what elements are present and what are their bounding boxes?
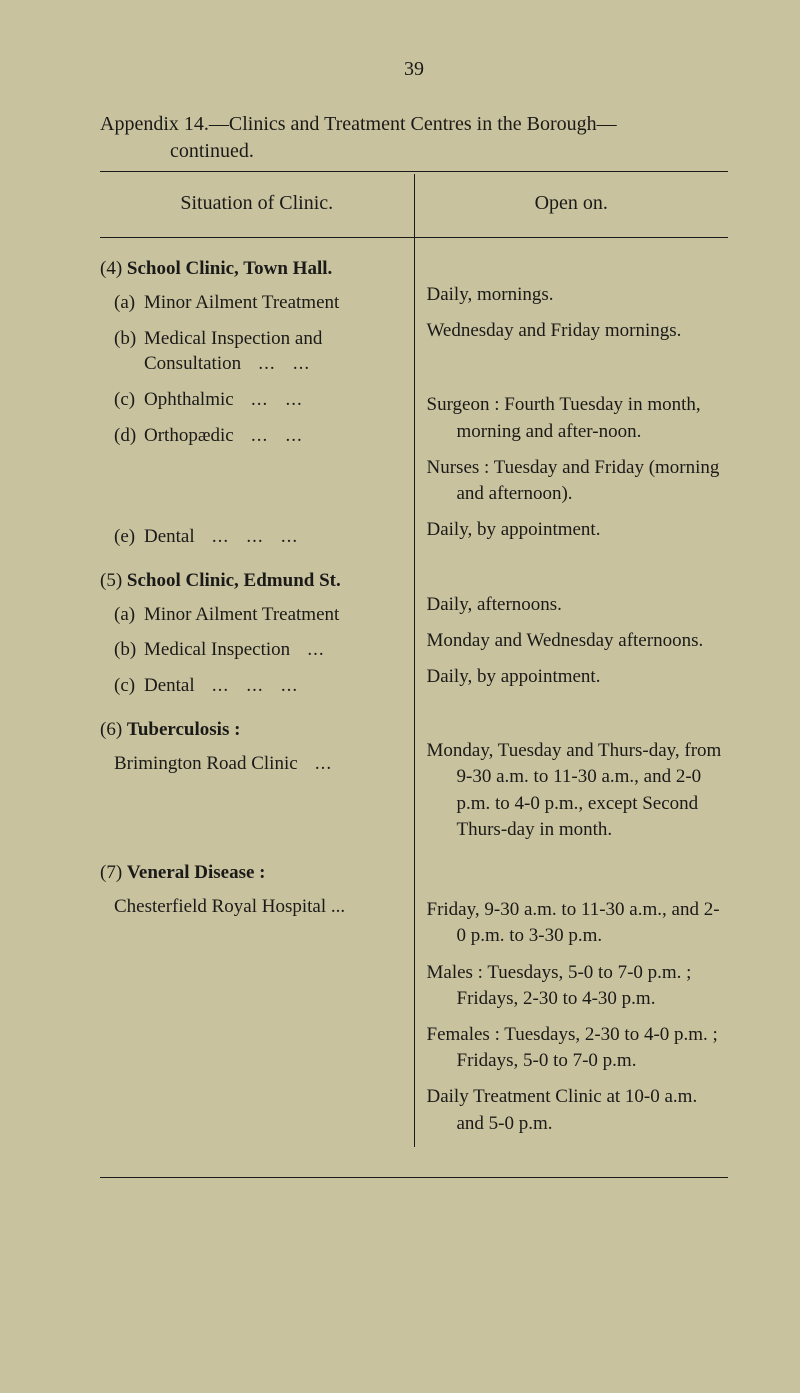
section-6-num: (6) [100,719,122,740]
text: Chesterfield Royal Hospital ... [114,894,408,920]
right-4e: Daily, by appointment. [427,517,729,543]
text: Dental [144,524,408,550]
title-continued: continued. [100,138,728,165]
right-5c: Daily, by appointment. [427,664,729,690]
text: Medical Inspection [144,637,408,663]
marker: (b) [114,326,144,352]
marker: (a) [114,290,144,316]
right-5b: Monday and Wednesday afternoons. [427,628,729,654]
section-6: (6) Tuberculosis : [100,719,408,741]
item-5b: (b) Medical Inspection [114,637,408,663]
text: Orthopædic [144,423,408,449]
rule-top [100,171,728,172]
right-7a-2: Males : Tuesdays, 5-0 to 7-0 p.m. ; Frid… [427,960,729,1012]
marker: (a) [114,602,144,628]
appendix-title: Appendix 14.—Clinics and Treatment Centr… [100,111,728,165]
item-4a: (a) Minor Ailment Treatment [114,290,408,316]
section-7-title: Veneral Disease : [127,862,266,883]
section-5: (5) School Clinic, Edmund St. [100,570,408,592]
item-4b: (b) Medical Inspection and Consultation [114,326,408,377]
marker: (d) [114,423,144,449]
item-6a: Brimington Road Clinic [114,751,408,777]
text: Minor Ailment Treatment [144,602,408,628]
header-left: Situation of Clinic. [100,174,414,238]
text: Ophthalmic [144,387,408,413]
right-5a: Daily, afternoons. [427,592,729,618]
right-7a-1: Friday, 9-30 a.m. to 11-30 a.m., and 2-0… [427,897,729,949]
marker: (b) [114,637,144,663]
page-number: 39 [100,58,728,81]
header-right: Open on. [414,174,728,238]
section-6-title: Tuberculosis : [127,719,241,740]
marker: (c) [114,387,144,413]
marker: (c) [114,673,144,699]
section-5-num: (5) [100,570,122,591]
right-4d-surgeon: Surgeon : Fourth Tuesday in month, morni… [427,392,729,444]
item-5c: (c) Dental [114,673,408,699]
right-4d-nurses: Nurses : Tuesday and Friday (morning and… [427,455,729,507]
title-line-1: Appendix 14.—Clinics and Treatment Centr… [100,113,617,135]
section-4-title: School Clinic, Town Hall. [127,258,332,279]
text: Brimington Road Clinic [114,751,408,777]
item-7a: Chesterfield Royal Hospital ... [114,894,408,920]
right-4b: Wednesday and Friday mornings. [427,318,729,344]
right-7a-4: Daily Treatment Clinic at 10-0 a.m. and … [427,1084,729,1136]
item-4c: (c) Ophthalmic [114,387,408,413]
rule-bottom [100,1177,728,1178]
right-4a: Daily, mornings. [427,282,729,308]
section-7: (7) Veneral Disease : [100,862,408,884]
text: Medical Inspection and Consultation [144,326,408,377]
text: Dental [144,673,408,699]
right-6a: Monday, Tuesday and Thurs-day, from 9-30… [427,738,729,843]
marker: (e) [114,524,144,550]
page: 39 Appendix 14.—Clinics and Treatment Ce… [0,0,800,1393]
item-4d: (d) Orthopædic [114,423,408,449]
item-5a: (a) Minor Ailment Treatment [114,602,408,628]
clinic-table: Situation of Clinic. Open on. (4) School… [100,174,728,1147]
right-7a-3: Females : Tuesdays, 2-30 to 4-0 p.m. ; F… [427,1022,729,1074]
item-4e: (e) Dental [114,524,408,550]
section-7-num: (7) [100,862,122,883]
section-4-num: (4) [100,258,122,279]
section-4: (4) School Clinic, Town Hall. [100,258,408,280]
text: Minor Ailment Treatment [144,290,408,316]
section-5-title: School Clinic, Edmund St. [127,570,341,591]
